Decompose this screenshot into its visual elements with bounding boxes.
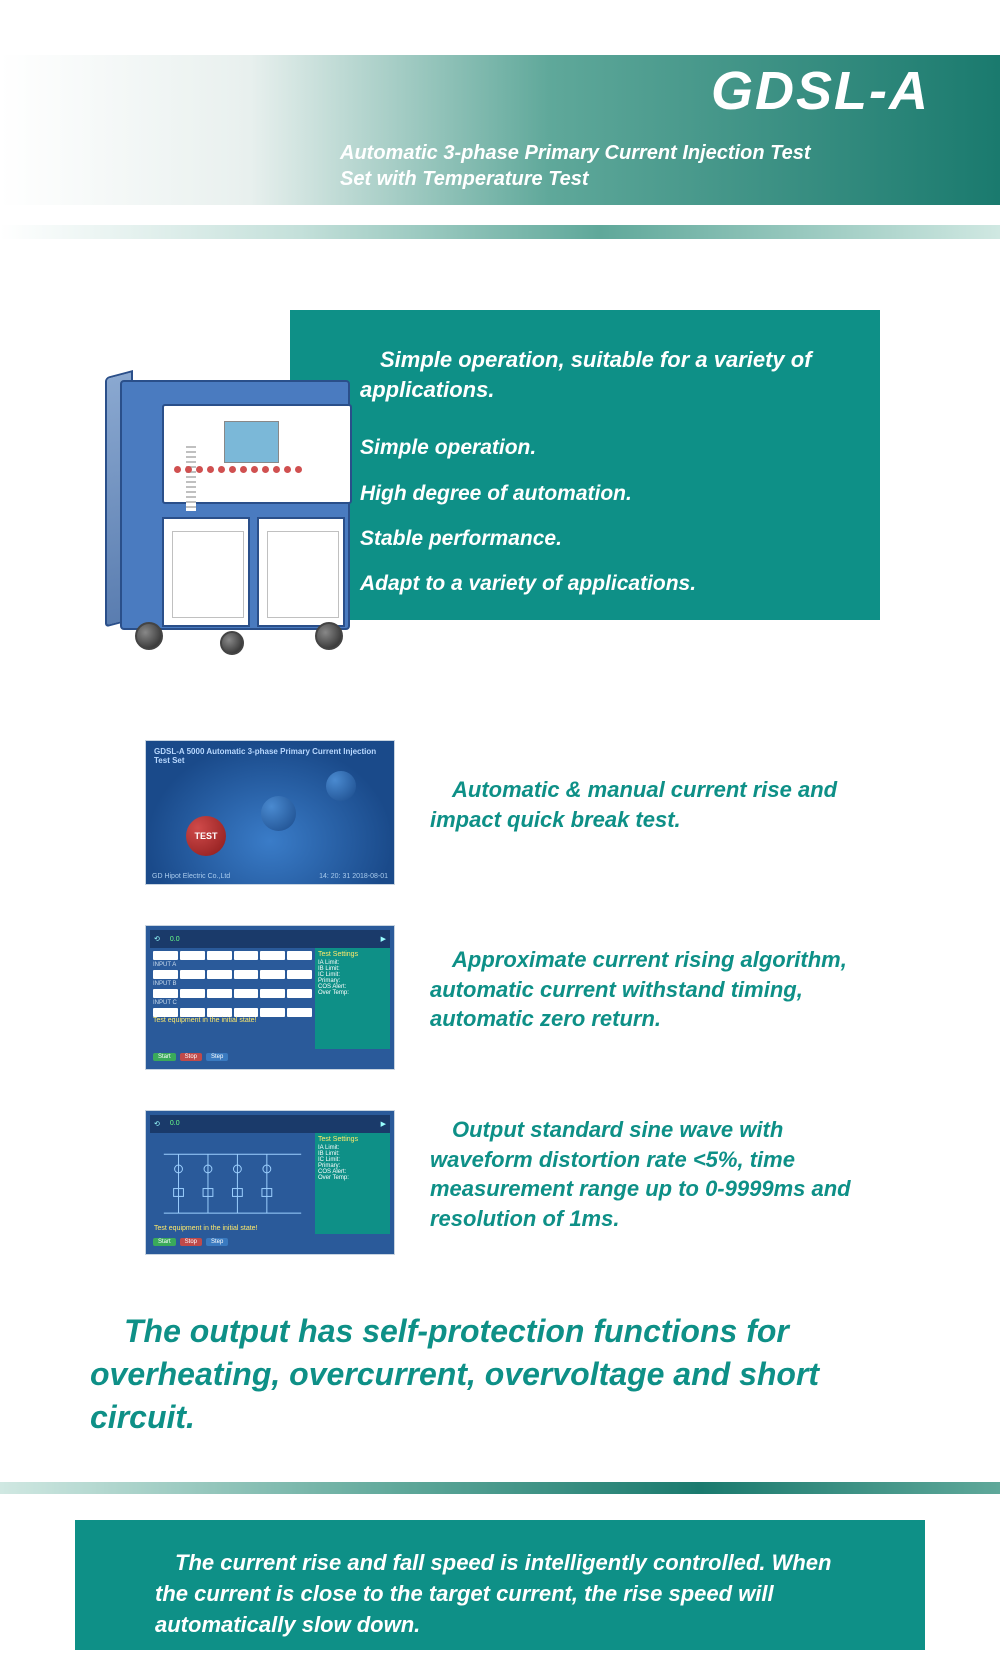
shot1-timestamp: 14: 20: 31 2018-08-01 (319, 873, 388, 880)
description-1: Automatic & manual current rise and impa… (430, 775, 880, 834)
shot1-test-button: TEST (186, 816, 226, 856)
ui-screenshot-1: GDSL-A 5000 Automatic 3-phase Primary Cu… (145, 740, 395, 885)
feature-item: Adapt to a variety of applications. (360, 570, 840, 597)
divider-band-top (0, 225, 1000, 239)
feature-item: Simple operation. (360, 434, 840, 461)
product-title: GDSL-A (711, 60, 930, 122)
shot1-title: GDSL-A 5000 Automatic 3-phase Primary Cu… (154, 747, 394, 765)
feature-item: High degree of automation. (360, 480, 840, 507)
feature-headline: Simple operation, suitable for a variety… (360, 345, 840, 404)
shot1-company: GD Hipot Electric Co.,Ltd (152, 873, 230, 880)
product-subtitle: Automatic 3-phase Primary Current Inject… (340, 140, 840, 192)
ui-screenshot-3: ⟲ 0.0 ▶ (145, 1110, 395, 1255)
feature-item: Stable performance. (360, 525, 840, 552)
footer-statement: The current rise and fall speed is intel… (75, 1520, 925, 1650)
description-3: Output standard sine wave with waveform … (430, 1115, 880, 1234)
main-statement: The output has self-protection functions… (90, 1310, 890, 1440)
product-machine-image (105, 370, 365, 670)
feature-box: Simple operation, suitable for a variety… (290, 310, 880, 620)
divider-band-bottom (0, 1482, 1000, 1494)
ui-screenshot-2: ⟲ 0.0 ▶ INPUT A INPUT B INPUT C Test equ… (145, 925, 395, 1070)
description-2: Approximate current rising algorithm, au… (430, 945, 880, 1034)
